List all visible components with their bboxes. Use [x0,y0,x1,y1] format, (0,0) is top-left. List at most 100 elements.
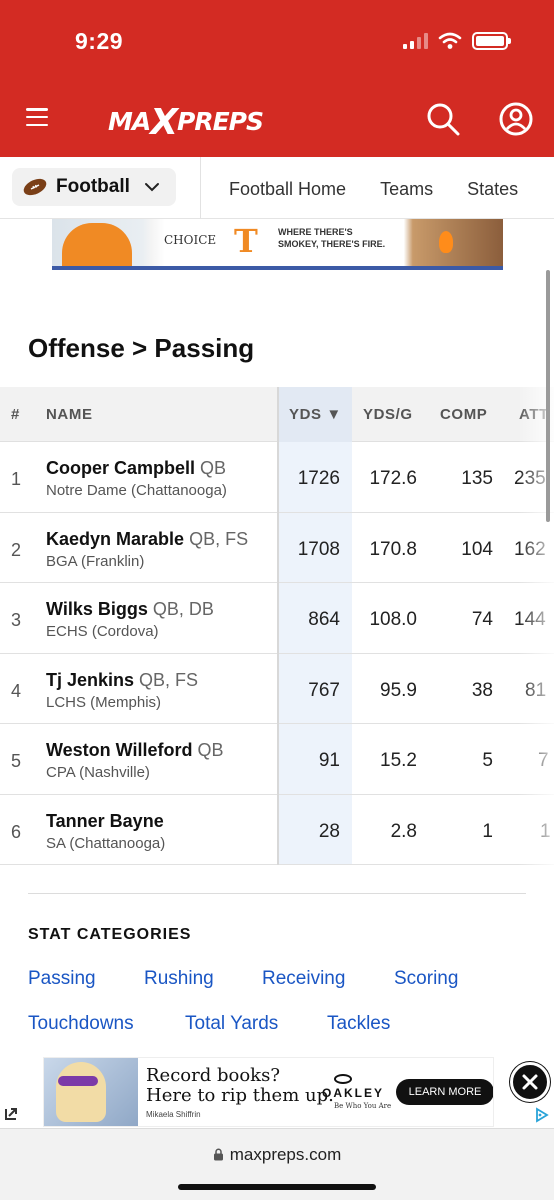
player-name[interactable]: Kaedyn Marable [46,528,185,549]
cell-comp: 74 [471,609,493,630]
cell-ydsg: 108.0 [369,609,417,630]
category-passing-link[interactable]: Passing [28,968,96,989]
ad-person-image [62,223,132,270]
cell-yds: 91 [318,750,340,771]
player-school[interactable]: CPA (Nashville) [46,764,150,781]
home-indicator[interactable] [178,1184,376,1190]
player-name[interactable]: Tj Jenkins [46,669,135,690]
ad-expand-icon[interactable] [4,1107,18,1121]
player-school[interactable]: LCHS (Memphis) [46,693,162,711]
adchoices-icon[interactable] [534,1107,550,1123]
ad-athlete-image [44,1058,138,1126]
row-rank: 4 [11,680,22,701]
vertical-scrollbar[interactable] [546,270,550,522]
ad-headline: Record books? Here to rip them up. [146,1065,334,1106]
cell-yds: 28 [318,820,340,842]
hamburger-icon[interactable] [26,108,48,126]
cell-comp: 38 [471,679,493,701]
category-total-yards-link[interactable]: Total Yards [185,1013,279,1034]
header-ydsg[interactable]: YDS/G [363,406,413,423]
cell-att: 144 [514,609,546,630]
player-position: QB, DB [152,599,214,619]
account-icon[interactable] [499,102,533,136]
nav-teams[interactable]: Teams [380,179,434,199]
player-school[interactable]: SA (Chattanooga) [46,834,166,852]
row-player: Wilks Biggs QB, DB ECHS (Cordova) [46,599,214,640]
close-ad-button[interactable] [510,1062,550,1102]
cellular-signal-icon [403,33,428,49]
player-position: QB [197,740,224,760]
category-touchdowns-link[interactable]: Touchdowns [28,1013,134,1034]
category-tackles-link[interactable]: Tackles [327,1013,391,1034]
cell-att: 7 [538,750,549,771]
cell-ydsg: 2.8 [390,820,417,842]
bottom-banner-ad[interactable]: Record books? Here to rip them up. Mikae… [43,1057,494,1127]
player-school[interactable]: BGA (Franklin) [46,552,145,570]
app-header: 9:29 MAXPREPS [0,0,554,157]
player-name[interactable]: Wilks Biggs [46,599,148,619]
row-rank: 5 [11,751,22,771]
wifi-icon [438,32,462,49]
sport-label: Football [56,176,130,197]
cell-comp: 1 [482,820,493,842]
battery-icon [472,32,511,50]
category-receiving-link[interactable]: Receiving [262,968,346,989]
maxpreps-logo[interactable]: MAXPREPS [108,102,264,143]
row-player: Weston Willeford QB CPA (Nashville) [46,740,224,781]
player-position: QB, FS [139,669,199,690]
frozen-column-divider [277,387,279,865]
oakley-logo-icon [334,1074,352,1084]
category-rushing-link[interactable]: Rushing [144,968,214,989]
sport-selector[interactable]: Football [12,168,176,206]
cell-yds: 1708 [297,538,340,560]
cell-ydsg: 170.8 [369,538,417,560]
ad-learn-more-button[interactable]: LEARN MORE [396,1079,493,1105]
section-divider [28,893,526,894]
browser-address-bar[interactable]: maxpreps.com [0,1128,554,1200]
player-name[interactable]: Cooper Campbell [46,458,196,478]
header-att[interactable]: ATT [519,406,549,423]
football-icon [23,178,47,196]
row-rank: 1 [11,469,22,489]
sport-subnav: Football Football Home Teams States [0,157,554,219]
cell-comp: 5 [482,750,493,771]
nav-states[interactable]: States [467,179,519,199]
ad-tagline: Be Who You Are [334,1102,392,1110]
cell-ydsg: 15.2 [380,750,417,771]
top-banner-ad[interactable]: CHOICE T WHERE THERE'S SMOKEY, THERE'S F… [52,219,503,270]
ad-byline: Mikaela Shiffrin [146,1110,201,1119]
header-name[interactable]: NAME [46,406,93,423]
close-icon [522,1074,538,1090]
url-display[interactable]: maxpreps.com [0,1145,554,1165]
url-text: maxpreps.com [229,1145,342,1164]
ad-slogan: WHERE THERE'S SMOKEY, THERE'S FIRE. [278,227,386,249]
sorted-column-highlight [279,387,352,865]
ad-brand: CHOICE [164,233,217,247]
ad-brand: OAKLEY [322,1086,385,1100]
header-comp[interactable]: COMP [440,406,488,423]
player-school[interactable]: Notre Dame (Chattanooga) [46,482,227,499]
header-yds[interactable]: YDS ▼ [289,406,342,423]
cell-att: 1 [540,820,551,842]
search-icon[interactable] [426,102,460,136]
page-title: Offense > Passing [28,333,255,363]
player-school[interactable]: ECHS (Cordova) [46,623,159,640]
cell-att: 235 [514,468,546,489]
cell-comp: 104 [461,538,493,560]
category-scoring-link[interactable]: Scoring [394,968,459,989]
table-row[interactable]: 1 Cooper Campbell QB Notre Dame (Chattan… [0,442,554,513]
row-player: Tj Jenkins QB, FS LCHS (Memphis) [46,670,198,711]
chevron-down-icon [144,183,159,192]
cell-ydsg: 172.6 [369,468,417,489]
lock-icon [213,1148,223,1161]
nav-links: Football Home Teams States [229,179,518,200]
header-rank: # [11,406,20,423]
cell-yds: 767 [308,679,340,701]
player-name[interactable]: Weston Willeford [46,740,193,760]
player-name[interactable]: Tanner Bayne [46,810,164,831]
nav-football-home[interactable]: Football Home [229,179,347,199]
player-position: QB [200,458,227,478]
cell-comp: 135 [461,468,493,489]
ad-tennessee-logo: T [234,222,258,260]
player-position: QB, FS [189,528,249,549]
